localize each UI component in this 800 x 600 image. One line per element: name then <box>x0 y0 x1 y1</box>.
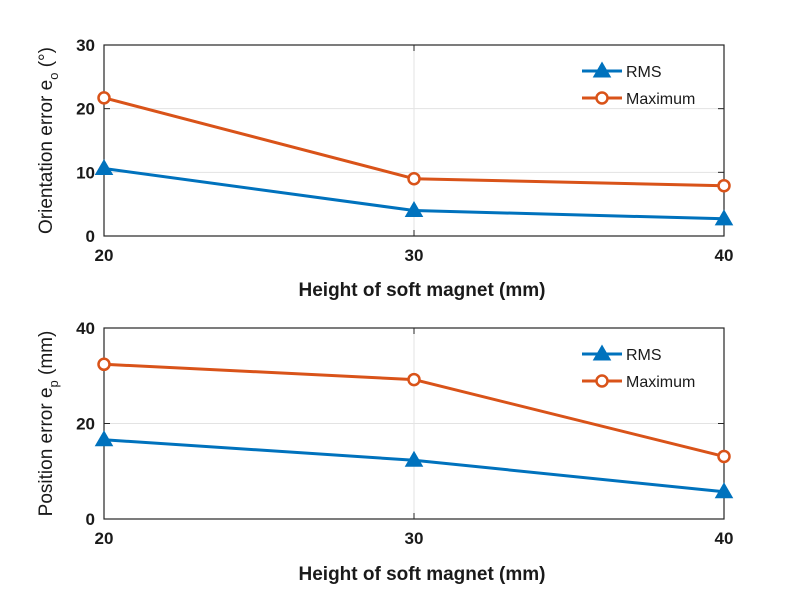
data-point <box>717 449 731 464</box>
y-tick-label: 0 <box>86 227 95 246</box>
x-tick-label: 30 <box>405 529 424 548</box>
y-axis-label-unit: (mm) <box>36 331 57 381</box>
y-tick-label: 20 <box>76 100 95 119</box>
series-maximum <box>97 91 731 193</box>
legend-label: Maximum <box>626 374 695 391</box>
x-tick-label: 20 <box>95 529 114 548</box>
y-tick-label: 40 <box>76 319 95 338</box>
data-point <box>714 482 734 499</box>
y-axis-label: Position error ep (mm) <box>36 331 61 517</box>
data-point <box>717 178 731 193</box>
data-point <box>404 201 424 218</box>
x-axis-label: Height of soft magnet (mm) <box>299 280 546 301</box>
legend-marker <box>595 374 609 388</box>
x-tick-label: 20 <box>95 246 114 265</box>
data-point <box>97 357 111 372</box>
legend: RMS Maximum <box>582 61 695 108</box>
y-axis-label-unit: (°) <box>36 47 57 73</box>
legend-label: RMS <box>626 347 662 364</box>
series-maximum <box>97 357 731 464</box>
y-tick-label: 30 <box>76 36 95 55</box>
y-axis-label-subscript: p <box>46 380 61 387</box>
data-point <box>404 450 424 467</box>
series-rms <box>94 430 734 499</box>
data-point <box>97 91 111 105</box>
legend-label: Maximum <box>626 91 695 108</box>
data-point <box>94 430 114 447</box>
y-tick-label: 0 <box>86 510 95 529</box>
x-tick-label: 40 <box>715 529 734 548</box>
x-axis-label: Height of soft magnet (mm) <box>299 564 546 585</box>
data-point <box>407 372 421 387</box>
y-axis-label-subscript: o <box>46 73 61 80</box>
data-point <box>714 209 734 226</box>
series-rms <box>94 159 734 226</box>
legend-label: RMS <box>626 64 662 81</box>
data-point <box>94 159 114 176</box>
x-tick-label: 40 <box>715 246 734 265</box>
legend-marker <box>595 91 609 105</box>
y-axis-label-main: Position error e <box>36 387 57 516</box>
chart-panel-1: 20 30 40 0 10 20 30 Height of soft magnet (mm) O… <box>36 36 733 301</box>
legend-marker <box>592 344 612 361</box>
legend-marker <box>592 61 612 78</box>
y-axis-label-main: Orientation error e <box>36 80 57 234</box>
y-tick-label: 20 <box>76 415 95 434</box>
x-tick-label: 30 <box>405 246 424 265</box>
data-point <box>407 171 421 186</box>
y-tick-label: 10 <box>76 163 95 182</box>
y-axis-label: Orientation error eo (°) <box>36 47 61 234</box>
legend: RMS Maximum <box>582 344 695 391</box>
